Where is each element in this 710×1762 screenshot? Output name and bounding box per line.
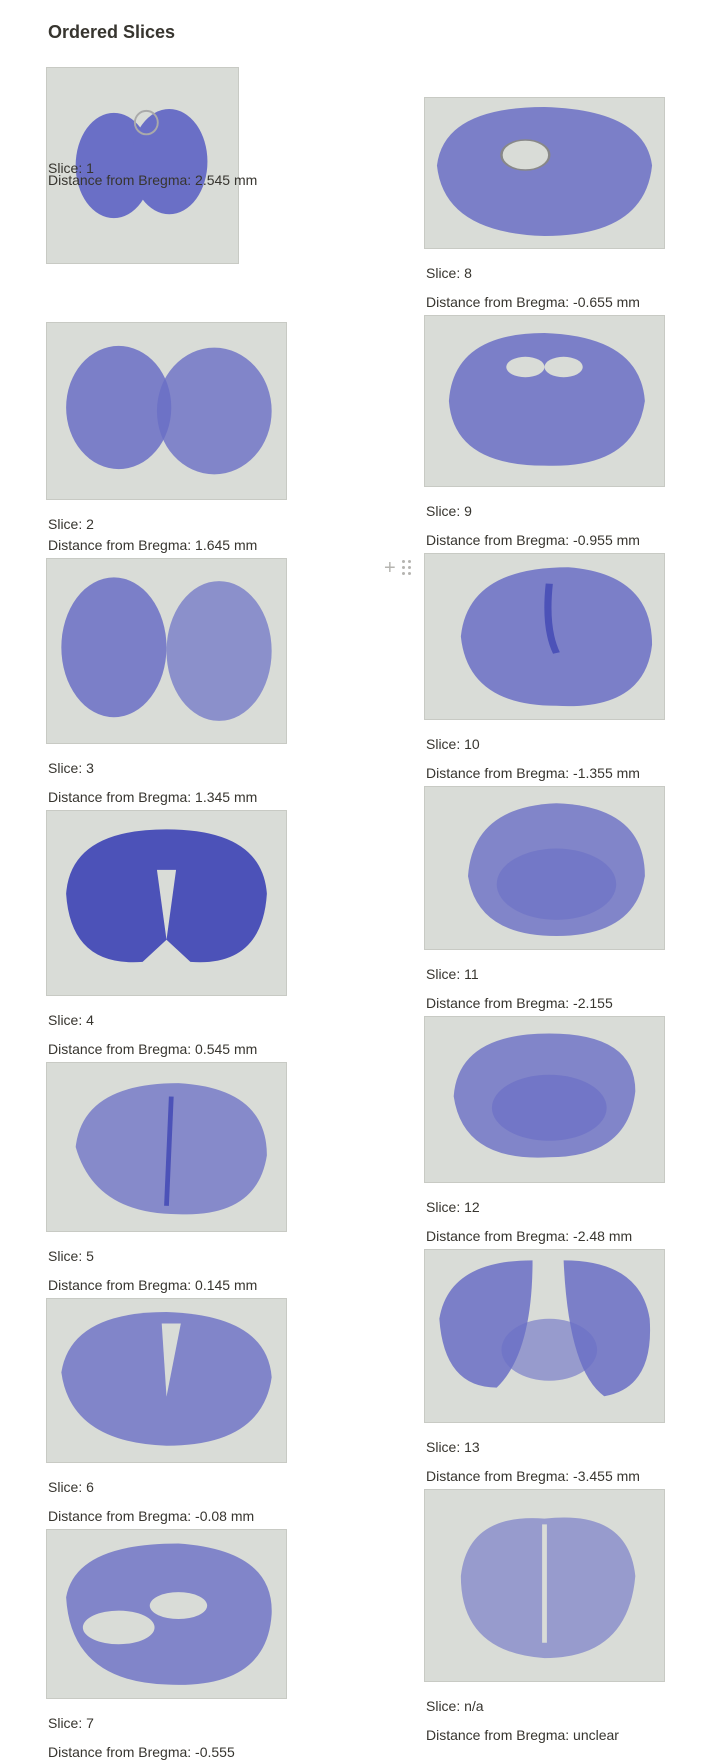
brain-section-image (436, 107, 653, 236)
block-handle[interactable]: + (384, 558, 412, 578)
plus-icon[interactable]: + (384, 557, 396, 579)
slice-image[interactable] (424, 1489, 665, 1682)
slice-image[interactable] (424, 553, 665, 720)
slice-number-label: Slice: 9 (426, 503, 472, 519)
brain-section-image (460, 567, 653, 707)
slice-number-label: Slice: 11 (426, 966, 479, 982)
bregma-distance-label: Distance from Bregma: 0.545 mm (48, 1041, 258, 1057)
brain-section-image (460, 1517, 636, 1659)
slice-image[interactable] (424, 786, 665, 950)
bregma-distance-label: Distance from Bregma: -2.48 mm (426, 1228, 633, 1244)
bregma-distance-label: Distance from Bregma: -0.08 mm (48, 1508, 255, 1524)
slice-number-label: Slice: 1 (48, 160, 94, 176)
brain-section-image (61, 577, 272, 721)
slice-image[interactable] (46, 558, 287, 744)
slice-image[interactable] (424, 315, 665, 487)
brain-section-image (468, 803, 645, 937)
brain-section-image (66, 829, 267, 963)
brain-section-image (448, 333, 645, 466)
bregma-distance-label: Distance from Bregma: -0.655 mm (426, 294, 640, 310)
bregma-distance-label: Distance from Bregma: -0.555 (48, 1744, 235, 1760)
slice-image[interactable] (46, 1529, 287, 1699)
bregma-distance-label: Distance from Bregma: 1.345 mm (48, 789, 258, 805)
bregma-distance-label: Distance from Bregma: 2.545 mm (48, 172, 258, 188)
slice-number-label: Slice: 10 (426, 736, 480, 752)
slice-image[interactable] (424, 97, 665, 249)
brain-section-image (66, 1543, 272, 1685)
slice-number-label: Slice: 5 (48, 1248, 94, 1264)
slice-image[interactable] (46, 67, 239, 264)
brain-section-image (66, 345, 272, 475)
slice-image[interactable] (46, 322, 287, 500)
slice-number-label: Slice: 6 (48, 1479, 94, 1495)
bregma-distance-label: Distance from Bregma: 0.145 mm (48, 1277, 258, 1293)
slice-number-label: Slice: 13 (426, 1439, 480, 1455)
brain-section-image (61, 1312, 272, 1446)
brain-section-image (439, 1260, 651, 1397)
slice-number-label: Slice: 8 (426, 265, 472, 281)
bregma-distance-label: Distance from Bregma: 1.645 mm (48, 537, 258, 553)
slice-number-label: Slice: 12 (426, 1199, 480, 1215)
bregma-distance-label: Distance from Bregma: -1.355 mm (426, 765, 640, 781)
bregma-distance-label: Distance from Bregma: -0.955 mm (426, 532, 640, 548)
slice-number-label: Slice: 7 (48, 1715, 94, 1731)
bregma-distance-label: Distance from Bregma: -2.155 (426, 995, 613, 1011)
slice-number-label: Slice: 3 (48, 760, 94, 776)
slice-number-label: Slice: 2 (48, 516, 94, 532)
drag-handle-icon[interactable] (401, 560, 412, 576)
bregma-distance-label: Distance from Bregma: -3.455 mm (426, 1468, 640, 1484)
slice-image[interactable] (46, 1298, 287, 1463)
brain-section-image (75, 108, 208, 219)
page-title: Ordered Slices (48, 22, 176, 42)
slice-number-label: Slice: n/a (426, 1698, 484, 1714)
brain-section-image (453, 1033, 636, 1158)
slice-image[interactable] (46, 810, 287, 996)
slice-image[interactable] (424, 1249, 665, 1423)
slice-image[interactable] (46, 1062, 287, 1232)
brain-section-image (75, 1083, 267, 1215)
slice-image[interactable] (424, 1016, 665, 1183)
slice-number-label: Slice: 4 (48, 1012, 94, 1028)
bregma-distance-label: Distance from Bregma: unclear (426, 1727, 619, 1743)
